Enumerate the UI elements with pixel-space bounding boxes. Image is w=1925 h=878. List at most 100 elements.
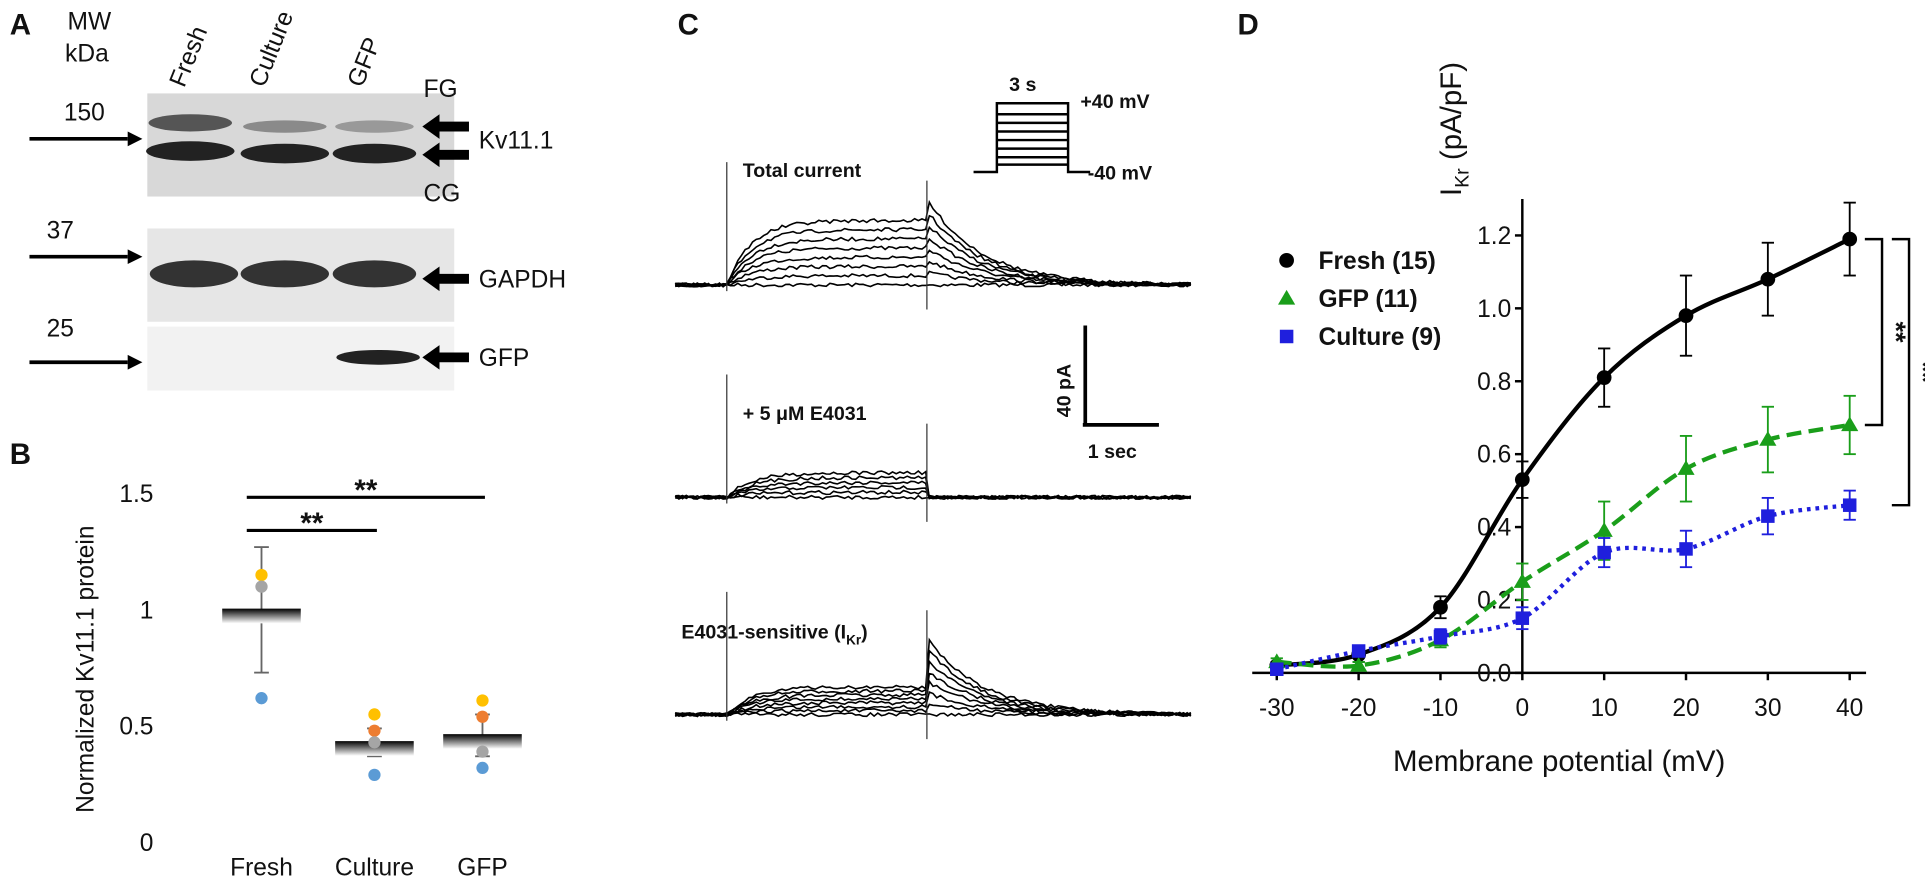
y-tick-label: 1 [140,597,154,624]
data-point [368,736,381,749]
data-point [1596,370,1612,385]
y-tick-label: 0.0 [1477,660,1511,687]
data-point [1842,498,1857,512]
trace-label: + 5 μM E4031 [743,403,867,425]
current-trace [674,260,1191,288]
current-trace [675,199,1191,288]
fit-curve [1276,503,1850,672]
y-tick-label: 1.0 [1477,296,1511,323]
data-point [255,580,268,593]
blot-panel: MW kDa Fresh Culture GFP 150 37 25 [29,7,566,391]
y-tick-label: 1.5 [119,481,153,508]
chart-d: -30 -20 -10 0 10 20 30 400.00.20.40.60.81.01.2M… [1252,62,1925,778]
significance-label: ** [300,507,323,540]
label-sub: Kr [846,633,862,648]
current-trace [675,225,1192,288]
data-point [1841,416,1859,432]
data-point [1678,308,1694,324]
data-point [1433,599,1448,615]
y-tick-label: 0.8 [1477,369,1511,396]
x-tick-label: Culture [335,854,414,878]
protocol-duration: 3 s [1009,74,1036,96]
protocol-diagram [973,102,1091,174]
scale-label: 1 sec [1088,441,1137,463]
y-axis-label: IKr (pA/pF) [1435,62,1473,196]
current-trace [675,475,1191,501]
panel-label: C [678,8,699,41]
label-part: ) [861,621,868,643]
data-point [1433,629,1448,644]
current-trace [675,214,1192,287]
bands [146,114,420,365]
data-point [476,694,489,707]
data-point [1760,271,1776,287]
lane-label: Fresh [165,22,214,90]
data-point [1270,662,1284,676]
x-tick-label: 0 [1515,695,1529,722]
legend-label: Fresh (15) [1319,248,1436,275]
y-tick-label: 1.2 [1477,223,1511,250]
data-point [1595,522,1613,537]
legend-marker [1279,253,1294,268]
data-point [1679,542,1693,556]
data-point [476,745,489,758]
significance-bracket [1864,237,1884,427]
data-point [368,724,381,737]
x-tick-label: 20 [1672,695,1699,722]
data-point [1515,611,1530,625]
x-axis-label: Membrane potential (mV) [1393,745,1725,778]
x-tick-label: GFP [457,854,507,878]
scale-bar [1082,325,1159,427]
significance-label: ** [1908,362,1925,384]
legend-label: Culture (9) [1319,324,1442,351]
data-point [476,710,489,723]
label-part: Kr [1451,168,1473,188]
panel-label: A [10,8,31,41]
significance-bracket [1891,237,1911,507]
data-point [1677,460,1695,475]
trace-label: E4031-sensitive (IKr) [681,621,867,647]
panel-label: B [10,438,31,471]
mean-bar [443,734,522,749]
data-point [1350,656,1368,672]
data-point [1351,644,1366,658]
lane-label: Culture [244,7,299,90]
x-tick-label: 10 [1591,695,1618,722]
legend-marker [1278,289,1296,305]
data-point [1761,509,1775,523]
target-arrows [422,114,469,370]
fit-curve [1276,237,1851,668]
fit-curve [1276,422,1851,669]
data-point [255,568,268,582]
significance-label: ** [354,474,377,507]
x-tick-label: -20 [1341,695,1376,722]
marker-arrows [29,131,143,370]
target-label: GAPDH [479,266,566,293]
marker-label: 37 [47,217,74,244]
y-axis-label: Normalized Kv11.1 protein [72,525,99,812]
current-trace [674,649,1191,717]
x-tick-label: Fresh [230,854,293,878]
data-point [368,708,381,721]
y-tick-label: 0 [140,830,154,857]
data-point [255,692,268,705]
band-label: FG [424,76,458,103]
x-tick-label: 40 [1836,695,1863,722]
mean-bar [222,608,301,624]
data-point [1842,231,1858,247]
legend-label: GFP (11) [1319,286,1418,313]
data-point [1759,430,1777,446]
marker-label: 150 [64,99,105,126]
mean-bar [335,741,414,756]
panel-label: D [1238,8,1259,41]
data-point [1597,545,1611,560]
protocol-voltage: -40 mV [1088,162,1152,184]
x-tick-label: -30 [1259,695,1294,722]
mw-label: MW [68,9,112,36]
data-point [368,768,381,782]
label-part: I [1435,188,1468,196]
target-label: GFP [479,345,529,372]
